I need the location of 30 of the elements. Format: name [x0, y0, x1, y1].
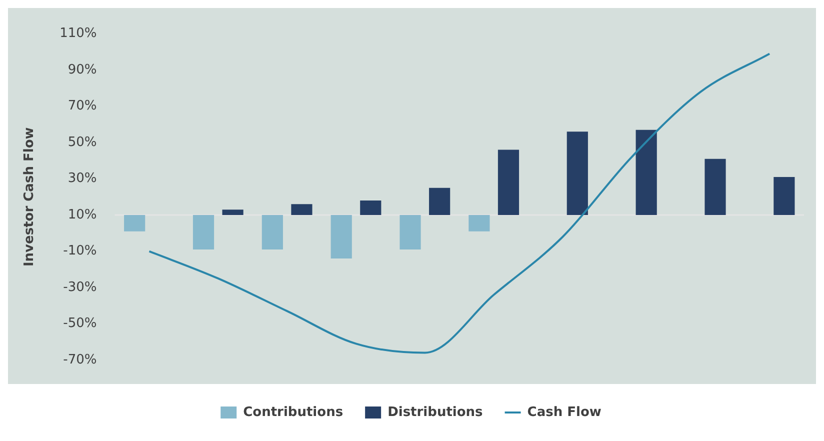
legend-label: Distributions	[388, 404, 484, 420]
bar	[774, 176, 795, 216]
legend-label: Contributions	[243, 404, 344, 420]
y-tick-label: -30%	[63, 280, 97, 295]
bar	[429, 188, 450, 216]
bar	[192, 215, 214, 250]
bar	[262, 215, 283, 250]
y-axis-title: Investor Cash Flow	[22, 127, 38, 267]
line-series	[148, 52, 771, 354]
bar	[468, 215, 490, 232]
bar	[360, 200, 382, 216]
y-tick-label: 10%	[68, 207, 97, 222]
y-tick-label: 70%	[68, 98, 97, 114]
y-tick-label: -10%	[63, 244, 97, 259]
bar	[636, 130, 657, 216]
bar	[124, 215, 146, 232]
bar	[704, 158, 726, 216]
bar	[222, 210, 244, 216]
y-tick-label: 30%	[68, 171, 97, 186]
y-tick-label: 90%	[68, 62, 97, 78]
y-tick-label: 110%	[60, 26, 97, 42]
bar	[400, 215, 421, 250]
y-tick-label: 50%	[68, 134, 97, 150]
y-tick-label: -70%	[63, 352, 97, 368]
bar	[291, 204, 312, 216]
bar	[498, 150, 520, 216]
bar	[566, 132, 588, 216]
legend-label: Cash Flow	[527, 404, 602, 420]
y-tick-label: -50%	[63, 316, 97, 332]
bar	[330, 215, 352, 259]
